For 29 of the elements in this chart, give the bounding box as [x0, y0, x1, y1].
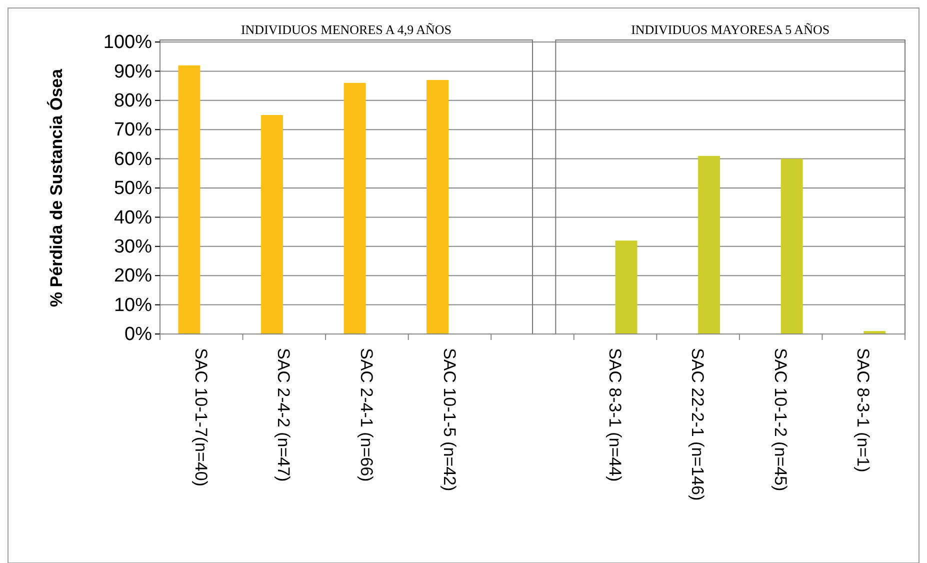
- x-tick-label: SAC 8-3-1 (n=1): [854, 348, 873, 472]
- x-tick-label: SAC 10-1-2 (n=45): [770, 348, 790, 492]
- y-tick-label: 30%: [114, 236, 152, 258]
- y-tick-label: 10%: [114, 294, 152, 316]
- y-tick-label: 0%: [124, 324, 152, 346]
- bar: [260, 115, 283, 334]
- y-tick-label: 50%: [114, 178, 152, 200]
- bar: [615, 240, 638, 334]
- x-tick-label: SAC 22-2-1 (n=146): [688, 348, 708, 501]
- x-tick-label: SAC 10-1-5 (n=42): [440, 348, 459, 492]
- x-tick-label: SAC 2-4-1 (n=66): [356, 348, 376, 482]
- x-tick-label: SAC 10-1-7(n=40): [191, 348, 210, 486]
- bar: [780, 158, 803, 334]
- x-tick-label: SAC 2-4-2 (n=47): [274, 348, 294, 482]
- y-tick-label: 60%: [114, 148, 152, 170]
- y-tick-label: 40%: [114, 207, 152, 228]
- bar: [178, 65, 200, 334]
- y-tick-label: 20%: [114, 266, 152, 287]
- y-axis-title: % Pérdida de Sustancia Ósea: [46, 68, 66, 308]
- bar: [344, 82, 366, 334]
- y-tick-label: 80%: [114, 90, 152, 112]
- text: INDIVIDUOS MAYORESA 5 AÑOS: [631, 22, 830, 37]
- y-tick-label: 70%: [114, 120, 152, 141]
- bar: [426, 80, 449, 334]
- y-tick-label: 100%: [103, 32, 152, 54]
- bar: [698, 156, 720, 334]
- y-tick-label: 90%: [114, 61, 152, 82]
- text: INDIVIDUOS MENORES A 4,9 AÑOS: [240, 22, 452, 37]
- x-tick-label: SAC 8-3-1 (n=44): [605, 348, 624, 482]
